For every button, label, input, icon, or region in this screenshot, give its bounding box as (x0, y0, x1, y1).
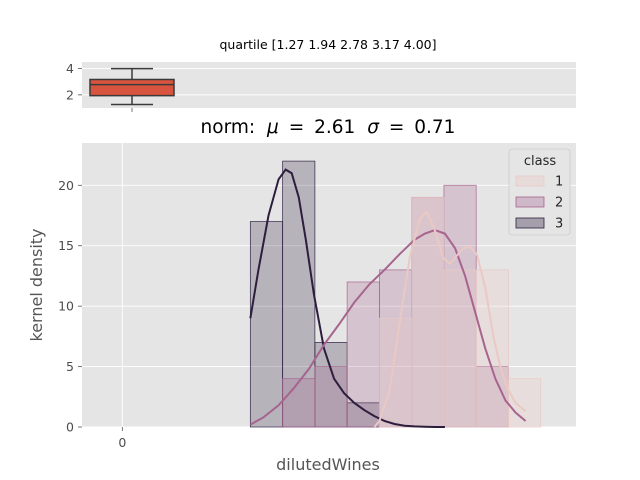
x-axis-label: dilutedWines (276, 455, 380, 474)
x-tick-label: 0 (118, 435, 126, 450)
legend-label-class-1: 1 (555, 175, 563, 190)
legend-swatch-class-2 (515, 196, 545, 208)
title-sigma-label: σ (367, 117, 380, 138)
title-mu-value: 2.61 (314, 117, 355, 138)
kde-curve-class-3 (249, 168, 445, 428)
legend-label-class-2: 2 (555, 196, 563, 211)
y-tick-label: 5 (66, 359, 74, 374)
box-y-tick-label: 4 (66, 61, 74, 76)
histogram-bar-class-2 (314, 366, 348, 428)
histogram-bar-class-2 (346, 281, 380, 428)
legend-swatch-class-3 (515, 217, 545, 229)
kde-curves (249, 168, 527, 428)
y-tick-label: 15 (58, 238, 74, 253)
histogram-bar-class-2 (282, 378, 316, 428)
title-mu-label: μ (266, 117, 279, 138)
legend-label-class-3: 3 (555, 217, 563, 232)
histogram-panel: 0 0 5 10 15 20 norm: μ = 2.61 σ = 0.71 dilut… (27, 117, 576, 474)
x-ticks: 0 (118, 427, 126, 450)
kde-curve-class-1 (373, 210, 527, 428)
histogram-title: norm: μ = 2.61 σ = 0.71 (201, 117, 456, 138)
y-tick-label: 10 (58, 299, 74, 314)
y-tick-label: 20 (58, 178, 74, 193)
histogram-bar-class-1 (379, 317, 413, 428)
box-plot-marks (89, 67, 175, 112)
legend-swatch-class-1 (515, 175, 545, 187)
y-ticks: 0 5 10 15 20 (58, 178, 82, 435)
legend: class 1 2 3 (508, 148, 571, 236)
histogram-gridlines (82, 143, 576, 428)
legend-items: 1 2 3 (515, 175, 563, 232)
box-iqr (89, 78, 175, 97)
title-sigma-eq: = (389, 117, 405, 138)
y-tick-label: 0 (66, 420, 74, 435)
legend-title: class (524, 154, 556, 169)
title-prefix: norm: (201, 117, 256, 138)
title-sigma-value: 0.71 (414, 117, 455, 138)
histogram-bar-class-1 (443, 269, 477, 428)
title-mu-eq: = (289, 117, 305, 138)
histogram-background (82, 143, 576, 427)
box-plot-panel: 24 quartile [1.27 1.94 2.78 3.17 4.00] (66, 37, 576, 112)
box-y-tick-label: 2 (66, 87, 74, 102)
histogram-bar-class-2 (411, 196, 445, 428)
box-plot-title: quartile [1.27 1.94 2.78 3.17 4.00] (220, 37, 437, 52)
histogram-bar-class-1 (475, 269, 509, 428)
y-axis-label: kernel density (27, 228, 46, 341)
histogram-bar-class-1 (411, 196, 445, 428)
legend-frame (508, 148, 571, 236)
box-plot-y-ticks: 24 (66, 61, 82, 102)
histogram-bar-class-3 (249, 221, 284, 428)
